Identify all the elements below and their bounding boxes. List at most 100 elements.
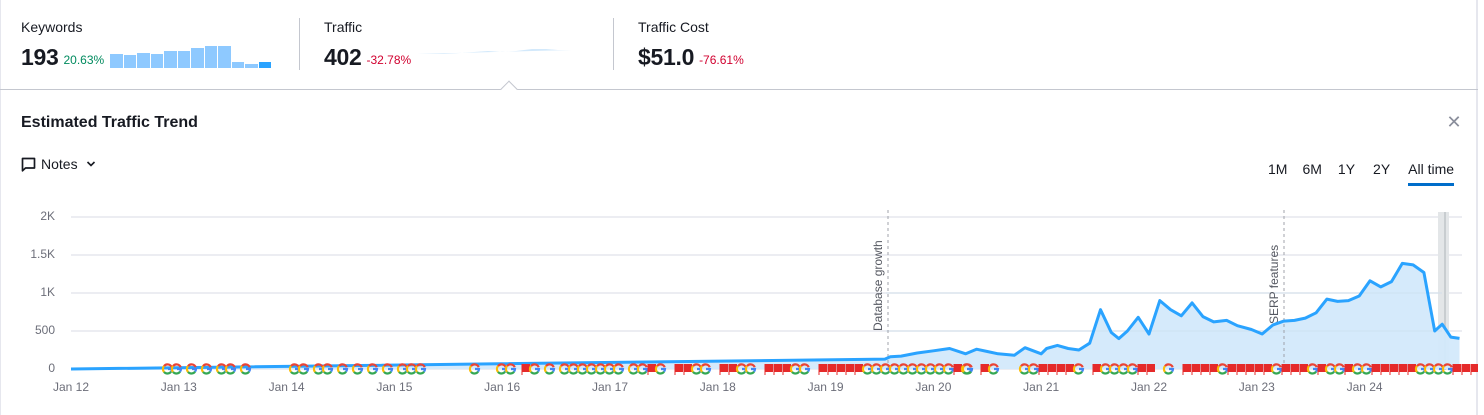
- tab-1y[interactable]: 1Y: [1337, 161, 1356, 177]
- annotation-label: Database growth: [871, 240, 885, 331]
- google-update-icon[interactable]: [1162, 363, 1175, 375]
- google-update-icon[interactable]: [1126, 363, 1139, 375]
- flag-note-icon[interactable]: [1209, 364, 1219, 375]
- flag-note-icon[interactable]: [674, 364, 684, 375]
- google-update-icon[interactable]: [504, 363, 517, 375]
- flag-note-icon[interactable]: [845, 364, 855, 375]
- flag-note-icon[interactable]: [1398, 364, 1408, 375]
- flag-note-icon[interactable]: [1092, 364, 1102, 375]
- google-update-icon[interactable]: [528, 363, 541, 375]
- flag-note-icon[interactable]: [773, 364, 783, 375]
- spark-bar: [123, 55, 137, 68]
- google-update-icon[interactable]: [1333, 363, 1346, 375]
- google-update-icon[interactable]: [654, 363, 667, 375]
- flag-note-icon[interactable]: [521, 364, 531, 375]
- google-update-icon[interactable]: [366, 363, 379, 375]
- flag-note-icon[interactable]: [1056, 364, 1066, 375]
- traffic-cost-value: $51.0: [638, 44, 695, 70]
- google-update-icon[interactable]: [185, 363, 198, 375]
- flag-note-icon[interactable]: [1470, 364, 1479, 375]
- flag-note-icon[interactable]: [1236, 364, 1246, 375]
- flag-note-icon[interactable]: [1038, 364, 1048, 375]
- google-update-icon[interactable]: [381, 363, 394, 375]
- flag-note-icon[interactable]: [1245, 364, 1255, 375]
- flag-note-icon[interactable]: [782, 364, 792, 375]
- google-update-icon[interactable]: [744, 363, 757, 375]
- flag-note-icon[interactable]: [1452, 364, 1462, 375]
- flag-note-icon[interactable]: [1182, 364, 1192, 375]
- flag-note-icon[interactable]: [980, 364, 990, 375]
- flag-note-icon[interactable]: [827, 364, 837, 375]
- tab-2y[interactable]: 2Y: [1373, 161, 1391, 177]
- flag-note-icon[interactable]: [683, 364, 693, 375]
- flag-note-icon[interactable]: [1380, 364, 1390, 375]
- google-update-icon[interactable]: [1216, 363, 1229, 375]
- google-update-icon[interactable]: [468, 363, 481, 375]
- flag-note-icon[interactable]: [1281, 364, 1291, 375]
- flag-note-icon[interactable]: [1407, 364, 1417, 375]
- google-update-icon[interactable]: [239, 363, 252, 375]
- flag-note-icon[interactable]: [1254, 364, 1264, 375]
- google-update-icon[interactable]: [1270, 363, 1283, 375]
- y-tick: 2K: [40, 209, 55, 223]
- flag-note-icon[interactable]: [764, 364, 774, 375]
- google-update-icon[interactable]: [612, 363, 625, 375]
- google-update-icon[interactable]: [987, 363, 1000, 375]
- flag-note-icon[interactable]: [1065, 364, 1075, 375]
- flag-note-icon[interactable]: [1191, 364, 1201, 375]
- flag-note-icon[interactable]: [1290, 364, 1300, 375]
- flag-note-icon[interactable]: [1200, 364, 1210, 375]
- flag-note-icon[interactable]: [1299, 364, 1309, 375]
- spark-bar: [204, 46, 218, 68]
- flag-note-icon[interactable]: [854, 364, 864, 375]
- google-update-icon[interactable]: [543, 363, 556, 375]
- traffic-cost-metric[interactable]: Traffic Cost $51.0 -76.61%: [638, 18, 744, 70]
- tab-6m[interactable]: 6M: [1302, 161, 1322, 177]
- plot-area[interactable]: Database growth SERP features: [0, 200, 1478, 415]
- traffic-trend-chart[interactable]: 2K 1.5K 1K 500 0 Database growth SERP fea…: [0, 200, 1478, 415]
- flag-note-icon[interactable]: [1371, 364, 1381, 375]
- traffic-delta: -32.78%: [366, 53, 412, 67]
- keywords-metric[interactable]: Keywords 193 20.63%: [21, 18, 272, 70]
- spark-bar: [191, 48, 204, 68]
- google-update-icon[interactable]: [321, 363, 334, 375]
- flag-note-icon[interactable]: [1227, 364, 1237, 375]
- flag-note-icon[interactable]: [719, 364, 729, 375]
- traffic-metric[interactable]: Traffic 402 -32.78%: [324, 18, 578, 70]
- flag-note-icon[interactable]: [818, 364, 828, 375]
- flag-note-icon[interactable]: [1137, 364, 1147, 375]
- close-button[interactable]: ✕: [1446, 113, 1462, 131]
- google-update-icon[interactable]: [1027, 363, 1040, 375]
- flag-note-icon[interactable]: [1461, 364, 1471, 375]
- google-update-icon[interactable]: [170, 363, 183, 375]
- google-update-icon[interactable]: [200, 363, 213, 375]
- google-update-icon[interactable]: [297, 363, 310, 375]
- flag-note-icon[interactable]: [1146, 364, 1156, 375]
- google-update-icon[interactable]: [699, 363, 712, 375]
- flag-note-icon[interactable]: [836, 364, 846, 375]
- google-update-icon[interactable]: [798, 363, 811, 375]
- google-update-icon[interactable]: [224, 363, 237, 375]
- flag-note-icon[interactable]: [1344, 364, 1354, 375]
- google-update-icon[interactable]: [942, 363, 955, 375]
- flag-note-icon[interactable]: [953, 364, 963, 375]
- google-update-icon[interactable]: [351, 363, 364, 375]
- google-update-icon[interactable]: [1072, 363, 1085, 375]
- google-update-icon[interactable]: [414, 363, 427, 375]
- flag-note-icon[interactable]: [1047, 364, 1057, 375]
- flag-note-icon[interactable]: [647, 364, 657, 375]
- tab-all-time[interactable]: All time: [1408, 160, 1455, 186]
- google-update-icon[interactable]: [636, 363, 649, 375]
- flag-note-icon[interactable]: [1317, 364, 1327, 375]
- tab-1m[interactable]: 1M: [1268, 161, 1288, 177]
- google-update-icon[interactable]: [1360, 363, 1373, 375]
- google-update-icon[interactable]: [336, 363, 349, 375]
- flag-note-icon[interactable]: [1389, 364, 1399, 375]
- flag-note-icon[interactable]: [728, 364, 738, 375]
- google-update-icon[interactable]: [1306, 363, 1319, 375]
- google-update-icon[interactable]: [961, 363, 974, 375]
- notes-dropdown[interactable]: Notes: [21, 156, 96, 172]
- flag-note-icon[interactable]: [1263, 364, 1273, 375]
- google-update-icon[interactable]: [1441, 363, 1454, 375]
- summary-strip: Keywords 193 20.63% Traffic 402 -32.78% …: [0, 0, 1478, 90]
